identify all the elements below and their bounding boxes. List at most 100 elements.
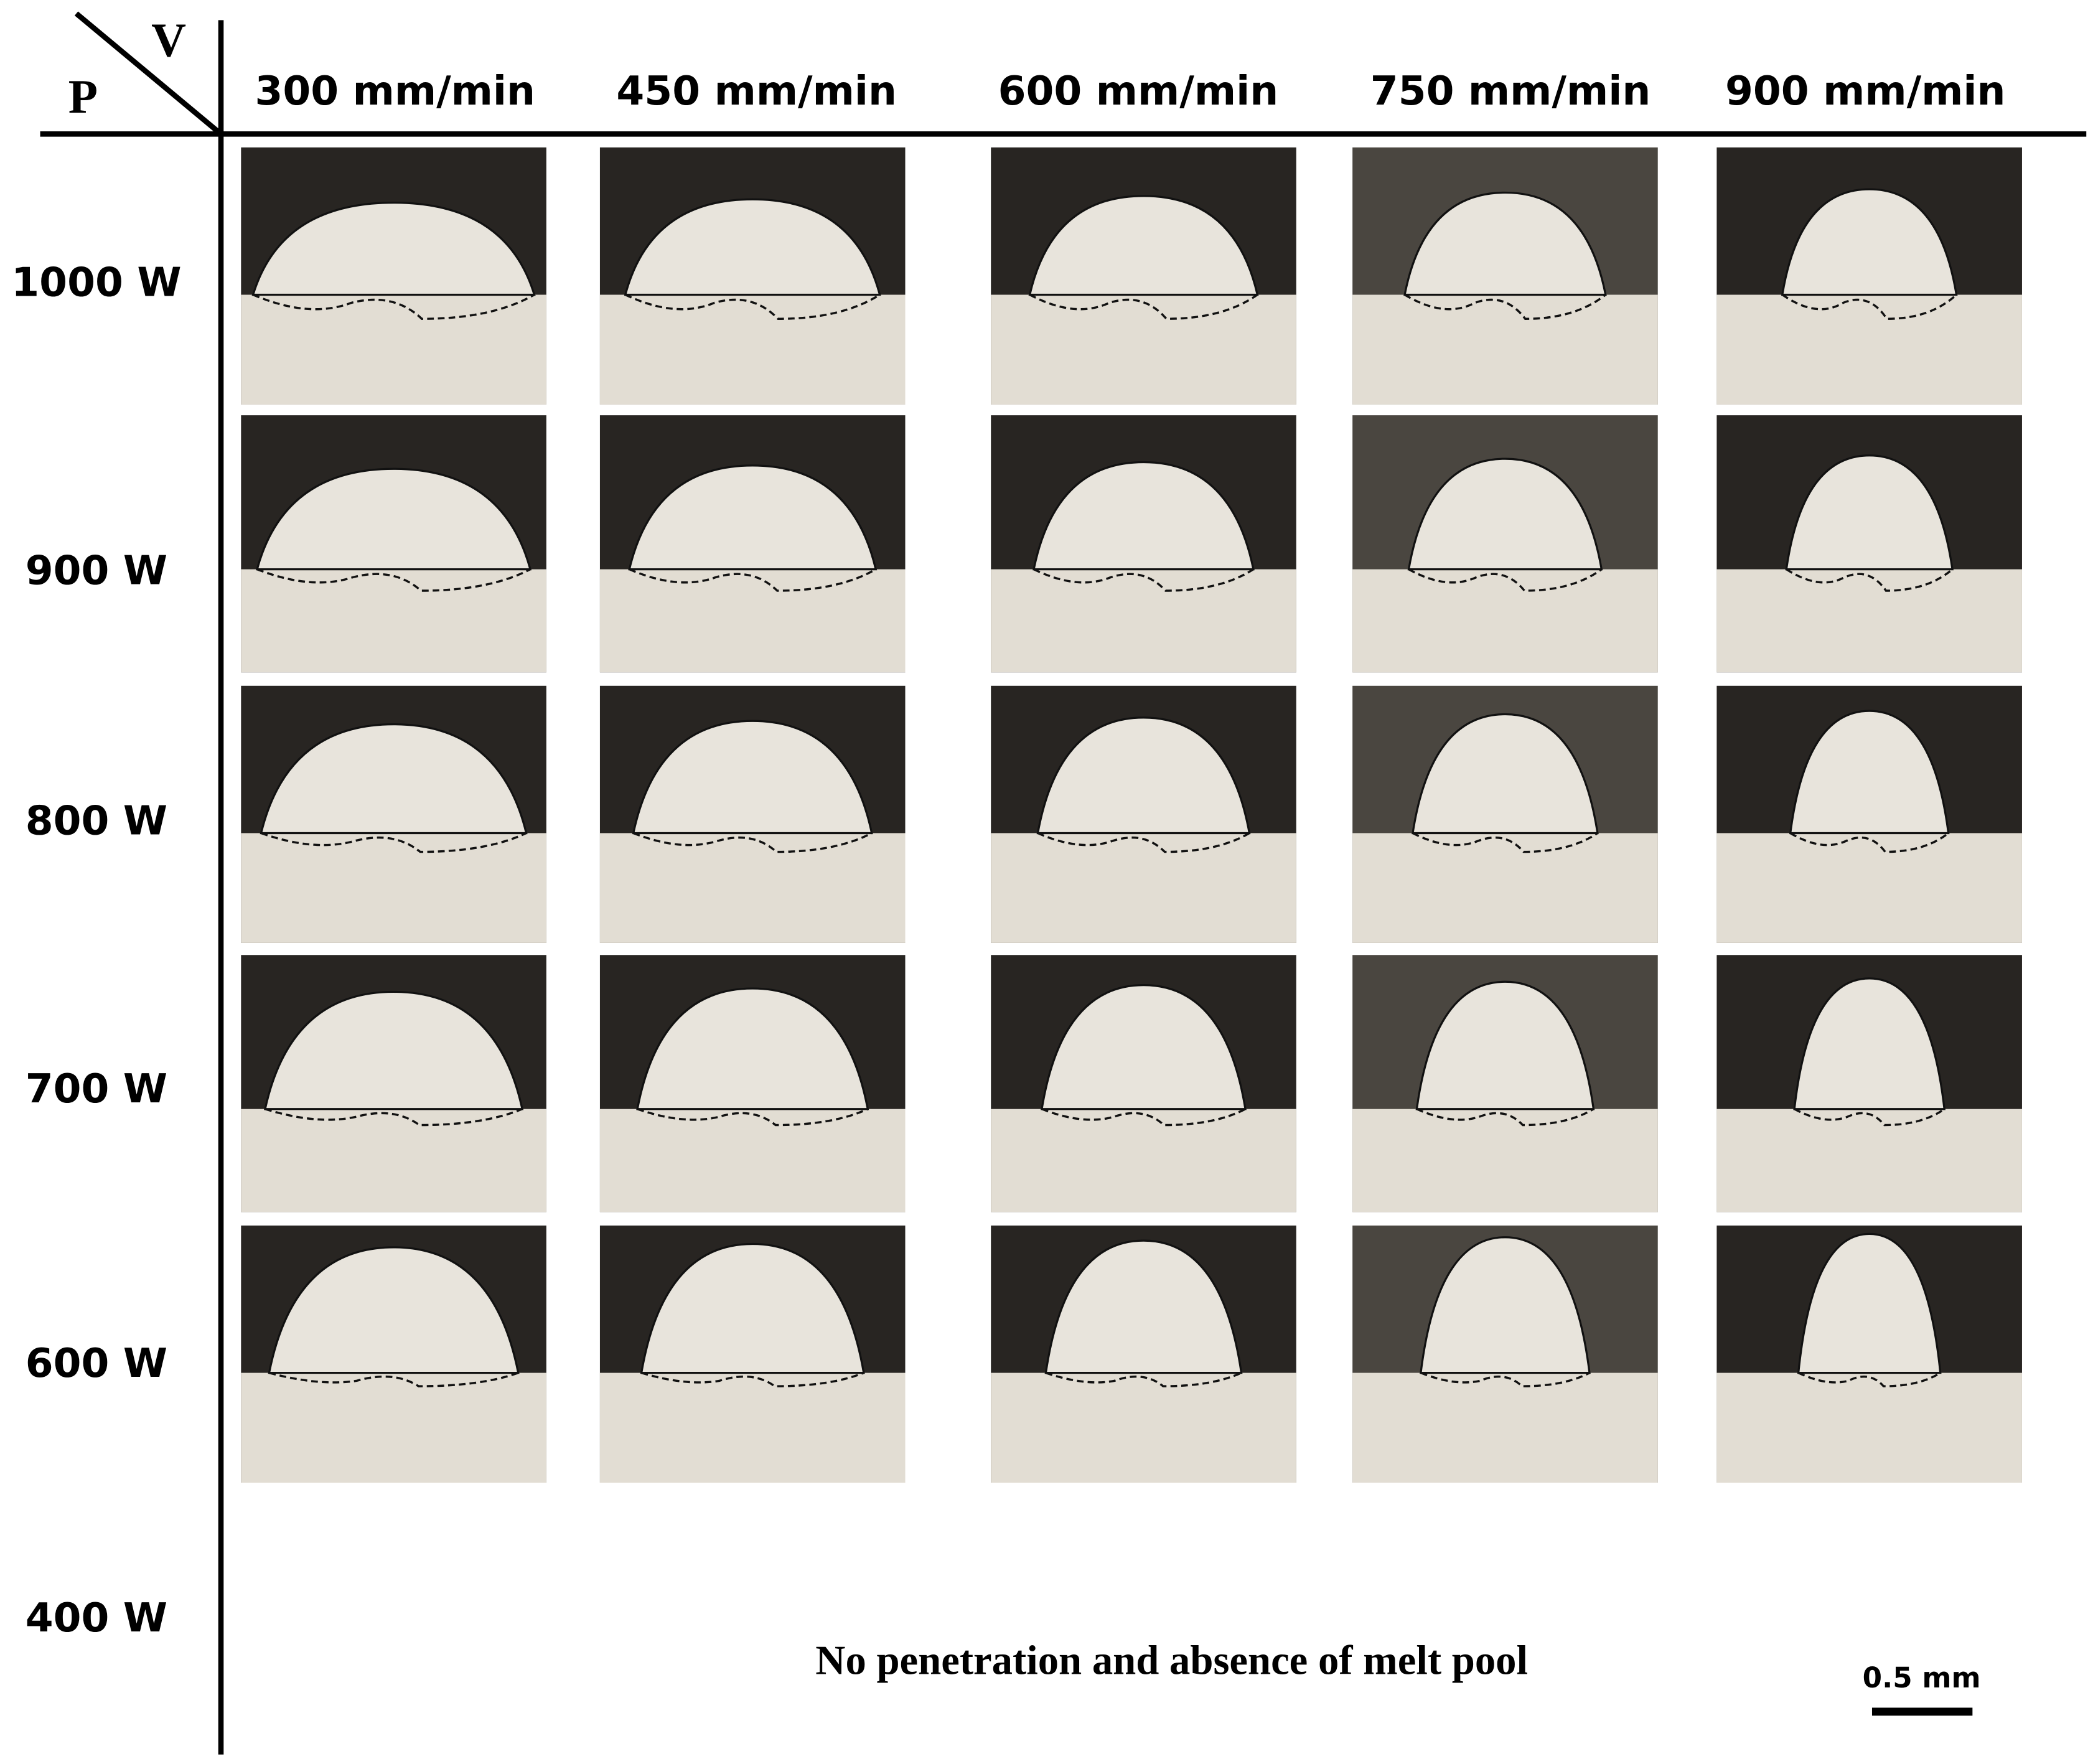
fusion-line: [625, 293, 881, 320]
clad-bead: [1420, 1236, 1591, 1374]
clad-bead: [1407, 457, 1603, 571]
clad-bead: [251, 201, 536, 296]
row-axis-label: P: [68, 70, 98, 123]
substrate: [599, 569, 906, 673]
substrate: [599, 833, 906, 943]
column-label: 450 mm/min: [616, 68, 897, 115]
micrograph: [991, 147, 1296, 405]
row-label: 800 W: [26, 798, 167, 845]
micrograph: [241, 1225, 546, 1483]
row-label: 700 W: [26, 1066, 167, 1112]
clad-bead: [1789, 710, 1950, 835]
micrograph: [1716, 147, 2022, 405]
micrograph: [1716, 1225, 2022, 1483]
substrate: [991, 1372, 1296, 1483]
micrograph: [599, 1225, 906, 1483]
substrate: [1352, 569, 1658, 673]
micrograph: [1352, 955, 1658, 1213]
clad-bead: [1028, 195, 1259, 296]
substrate: [1352, 1372, 1658, 1483]
clad-bead: [624, 198, 881, 296]
fusion-line: [629, 568, 877, 592]
row-label: 400 W: [26, 1595, 167, 1641]
micrograph: [1352, 685, 1658, 943]
substrate: [991, 569, 1296, 673]
substrate: [241, 294, 546, 405]
clad-bead: [636, 987, 869, 1110]
micrograph: [1716, 415, 2022, 673]
substrate: [241, 569, 546, 673]
fusion-line: [1786, 568, 1954, 592]
fusion-line: [1404, 294, 1606, 320]
fusion-line: [1789, 832, 1949, 853]
micrograph: [599, 147, 906, 405]
fusion-line: [1041, 1108, 1246, 1127]
substrate: [1352, 833, 1658, 943]
clad-bead: [260, 723, 528, 835]
clad-bead: [1041, 984, 1247, 1110]
note: No penetration and absence of melt pool: [815, 1638, 1528, 1684]
substrate: [991, 294, 1296, 405]
micrograph: [599, 685, 906, 943]
clad-bead: [264, 990, 524, 1110]
fusion-line: [1029, 293, 1258, 320]
fusion-line: [260, 832, 527, 853]
micrograph: [599, 415, 906, 673]
fusion-line: [1794, 1108, 1946, 1127]
clad-bead: [1036, 716, 1251, 835]
fusion-line: [256, 568, 531, 592]
fusion-line: [1045, 1371, 1242, 1387]
clad-bead: [256, 467, 532, 571]
substrate: [241, 1109, 546, 1213]
fusion-line: [269, 1371, 519, 1387]
micrograph: [991, 1225, 1296, 1483]
clad-bead: [268, 1246, 520, 1374]
fusion-line: [265, 1108, 523, 1127]
column-label: 300 mm/min: [255, 68, 535, 115]
fusion-line: [1781, 294, 1957, 320]
substrate: [1716, 294, 2022, 405]
substrate: [599, 1372, 906, 1483]
substrate: [241, 1372, 546, 1483]
clad-bead: [1785, 454, 1954, 571]
micrograph: [991, 955, 1296, 1213]
clad-bead: [1032, 461, 1255, 571]
micrograph: [241, 685, 546, 943]
fusion-line: [1412, 832, 1598, 853]
fusion-line: [1033, 568, 1254, 592]
substrate: [1716, 569, 2022, 673]
micrograph: [241, 147, 546, 405]
scale-bar-label: 0.5 mm: [1863, 1661, 1981, 1694]
fusion-line: [1408, 568, 1603, 592]
fusion-line: [633, 832, 873, 853]
column-label: 900 mm/min: [1725, 68, 2006, 115]
clad-bead: [628, 464, 878, 571]
row-label: 1000 W: [11, 260, 181, 306]
micrograph: [1352, 415, 1658, 673]
clad-bead: [632, 720, 873, 835]
substrate: [991, 1109, 1296, 1213]
clad-bead: [1412, 713, 1599, 835]
fusion-line: [1416, 1108, 1594, 1127]
column-label: 750 mm/min: [1370, 68, 1651, 115]
micrograph: [1352, 1225, 1658, 1483]
micrograph: [1716, 685, 2022, 943]
substrate: [1716, 833, 2022, 943]
clad-bead: [1781, 188, 1958, 296]
micrograph: [241, 955, 546, 1213]
micrograph: [991, 415, 1296, 673]
clad-bead: [1797, 1232, 1942, 1374]
micrograph: [991, 685, 1296, 943]
substrate: [1716, 1372, 2022, 1483]
row-label: 600 W: [26, 1340, 167, 1387]
substrate: [599, 294, 906, 405]
fusion-line: [641, 1371, 864, 1387]
micrograph: [599, 955, 906, 1213]
clad-bead: [1415, 980, 1595, 1110]
clad-bead: [1793, 977, 1946, 1110]
column-axis-label: V: [151, 14, 186, 67]
clad-bead: [1044, 1239, 1243, 1374]
substrate: [1716, 1109, 2022, 1213]
